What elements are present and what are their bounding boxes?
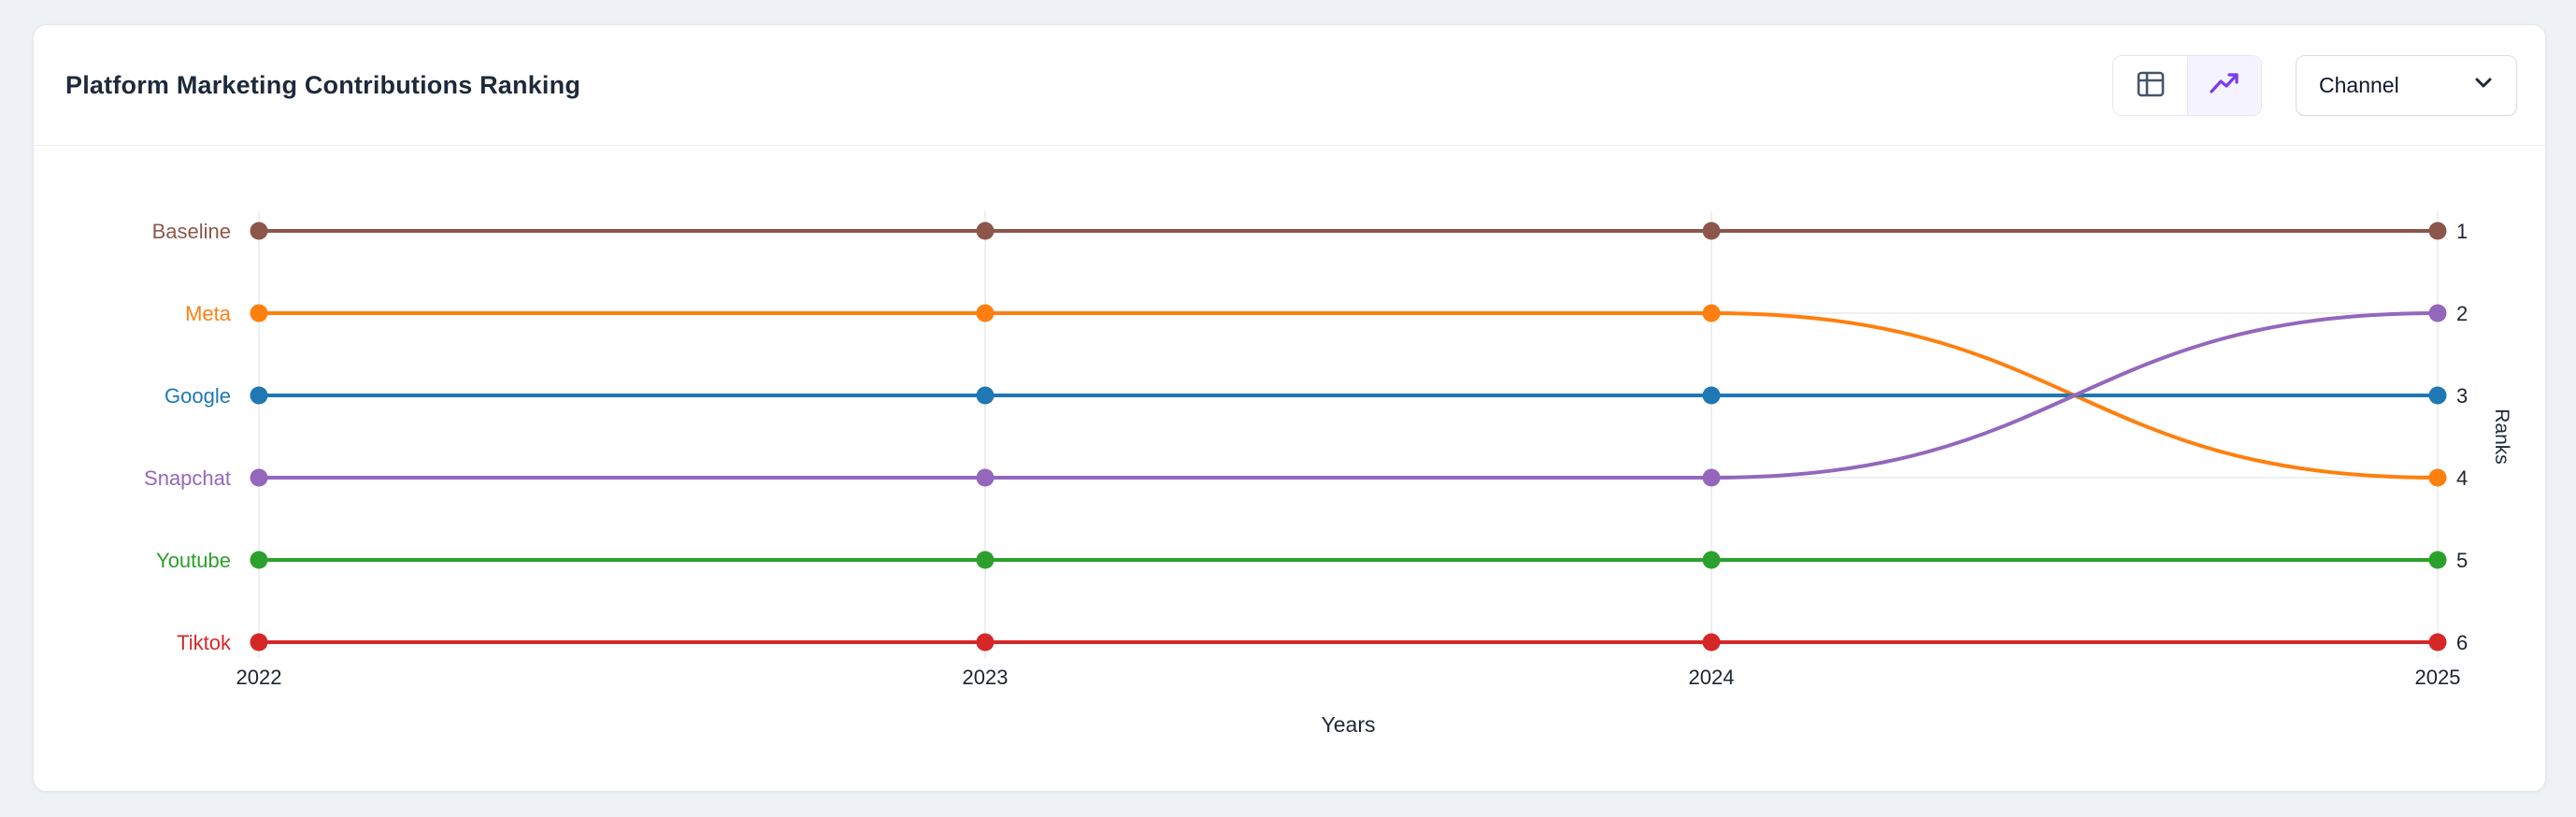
series-label-meta: Meta bbox=[185, 302, 232, 325]
rank-ticks: 1 2 3 4 5 6 bbox=[2456, 220, 2468, 654]
x-ticks: 2022 2023 2024 2025 bbox=[236, 666, 2461, 689]
card-header: Platform Marketing Contributions Ranking bbox=[34, 25, 2545, 146]
point-snapchat-2022 bbox=[250, 468, 268, 487]
series-line-meta bbox=[259, 310, 2439, 480]
point-youtube-2023 bbox=[976, 551, 995, 569]
point-meta-2023 bbox=[976, 304, 995, 322]
point-baseline-2025 bbox=[2428, 222, 2447, 240]
svg-text:5: 5 bbox=[2456, 549, 2468, 572]
table-icon bbox=[2134, 67, 2168, 104]
point-google-2022 bbox=[250, 386, 268, 405]
point-tiktok-2023 bbox=[976, 633, 995, 652]
y-axis-title: Ranks bbox=[2491, 408, 2512, 465]
svg-text:6: 6 bbox=[2456, 631, 2468, 654]
svg-text:2024: 2024 bbox=[1689, 666, 1735, 689]
svg-text:4: 4 bbox=[2456, 466, 2468, 490]
channel-dropdown[interactable]: Channel bbox=[2296, 54, 2517, 116]
series-label-google: Google bbox=[165, 384, 231, 408]
series-points bbox=[250, 222, 2447, 652]
trending-up-icon bbox=[2208, 67, 2241, 104]
point-tiktok-2025 bbox=[2428, 633, 2447, 652]
series-label-snapchat: Snapchat bbox=[144, 466, 231, 490]
series-lines bbox=[258, 228, 2439, 645]
trend-view-button[interactable] bbox=[2187, 55, 2261, 115]
view-toggle bbox=[2112, 54, 2262, 116]
svg-text:2022: 2022 bbox=[236, 666, 282, 689]
point-snapchat-2023 bbox=[976, 468, 995, 487]
point-baseline-2024 bbox=[1702, 222, 1721, 240]
point-youtube-2024 bbox=[1702, 551, 1721, 569]
point-snapchat-2025 bbox=[2428, 304, 2447, 322]
bump-chart-svg: Baseline Meta Google Snapchat Youtube Tiktok 1… bbox=[144, 211, 2512, 737]
point-meta-2022 bbox=[250, 304, 268, 322]
page-title: Platform Marketing Contributions Ranking bbox=[65, 70, 581, 99]
point-tiktok-2024 bbox=[1702, 633, 1721, 652]
point-google-2023 bbox=[976, 386, 995, 405]
chevron-down-icon bbox=[2469, 69, 2497, 102]
point-google-2025 bbox=[2428, 386, 2447, 405]
grid bbox=[258, 211, 2439, 658]
x-axis-title: Years bbox=[1322, 712, 1376, 737]
svg-text:2: 2 bbox=[2456, 302, 2468, 325]
point-google-2024 bbox=[1702, 386, 1721, 405]
point-youtube-2025 bbox=[2428, 551, 2447, 569]
svg-text:3: 3 bbox=[2456, 384, 2468, 408]
channel-dropdown-label: Channel bbox=[2319, 72, 2399, 97]
svg-text:2025: 2025 bbox=[2415, 666, 2461, 689]
table-view-button[interactable] bbox=[2113, 55, 2187, 115]
point-meta-2024 bbox=[1702, 304, 1721, 322]
series-labels: Baseline Meta Google Snapchat Youtube Tiktok bbox=[144, 220, 232, 654]
point-baseline-2022 bbox=[250, 222, 268, 240]
svg-text:2023: 2023 bbox=[963, 666, 1009, 689]
series-label-tiktok: Tiktok bbox=[177, 631, 232, 654]
bump-chart: Baseline Meta Google Snapchat Youtube Tiktok 1… bbox=[34, 146, 2545, 763]
series-label-baseline: Baseline bbox=[152, 220, 231, 243]
point-youtube-2022 bbox=[250, 551, 268, 569]
series-line-snapchat bbox=[259, 311, 2439, 480]
point-snapchat-2024 bbox=[1702, 468, 1721, 487]
point-tiktok-2022 bbox=[250, 633, 268, 652]
point-baseline-2023 bbox=[976, 222, 995, 240]
chart-card: Platform Marketing Contributions Ranking bbox=[33, 24, 2546, 792]
series-label-youtube: Youtube bbox=[156, 549, 231, 572]
point-meta-2025 bbox=[2428, 468, 2447, 487]
svg-text:1: 1 bbox=[2456, 220, 2468, 243]
